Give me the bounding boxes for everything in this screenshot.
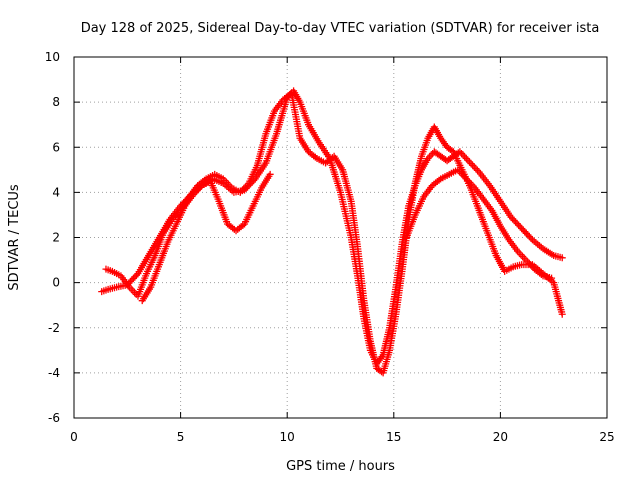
data-point xyxy=(558,310,566,318)
x-tick-label: 0 xyxy=(70,430,78,444)
data-point xyxy=(266,170,274,178)
x-tick-label: 15 xyxy=(386,430,401,444)
data-point xyxy=(128,276,136,284)
y-tick-label: -6 xyxy=(48,411,60,425)
x-axis-label: GPS time / hours xyxy=(286,459,395,474)
data-point xyxy=(512,218,520,226)
y-tick-label: 10 xyxy=(45,50,60,64)
data-point xyxy=(470,163,478,171)
data-point xyxy=(469,161,477,169)
y-tick-label: 0 xyxy=(52,276,60,290)
y-tick-label: 4 xyxy=(52,185,60,199)
chart-title: Day 128 of 2025, Sidereal Day-to-day VTE… xyxy=(81,21,600,36)
data-point xyxy=(522,229,530,237)
data-points xyxy=(98,87,566,377)
data-point xyxy=(467,160,475,168)
x-tick-label: 5 xyxy=(177,430,185,444)
data-point xyxy=(129,274,137,282)
data-point xyxy=(462,155,470,163)
plot-frame xyxy=(73,56,608,419)
y-tick-label: -4 xyxy=(48,366,60,380)
data-point xyxy=(132,271,140,279)
data-point xyxy=(131,273,139,281)
y-axis-label: SDTVAR / TECUs xyxy=(7,184,22,291)
data-point xyxy=(510,216,518,224)
x-tick-label: 25 xyxy=(599,430,614,444)
data-point xyxy=(465,158,473,166)
grid-lines xyxy=(74,57,607,418)
data-point xyxy=(513,220,521,228)
series-track-b xyxy=(102,89,566,377)
data-point xyxy=(519,226,527,234)
data-point xyxy=(464,156,472,164)
data-point xyxy=(509,215,517,223)
data-point xyxy=(515,221,523,229)
data-point xyxy=(507,213,515,221)
data-point xyxy=(525,233,533,241)
data-point xyxy=(558,254,566,262)
data-point xyxy=(527,234,535,242)
data-point xyxy=(516,223,524,231)
data-point xyxy=(521,228,529,236)
data-point xyxy=(461,153,469,161)
data-point xyxy=(548,274,556,282)
y-tick-label: 2 xyxy=(52,231,60,245)
data-point xyxy=(473,166,481,174)
y-tick-label: 6 xyxy=(52,140,60,154)
axis-ticks: 0 5 10 15 20 25 -6 -4 -2 0 2 4 6 8 10 xyxy=(45,50,615,444)
data-point xyxy=(518,224,526,232)
y-tick-label: -2 xyxy=(48,321,60,335)
y-tick-label: 8 xyxy=(52,95,60,109)
data-point xyxy=(472,165,480,173)
series-track-c xyxy=(138,166,556,305)
data-point xyxy=(524,231,532,239)
x-tick-label: 20 xyxy=(493,430,508,444)
x-tick-label: 10 xyxy=(280,430,295,444)
